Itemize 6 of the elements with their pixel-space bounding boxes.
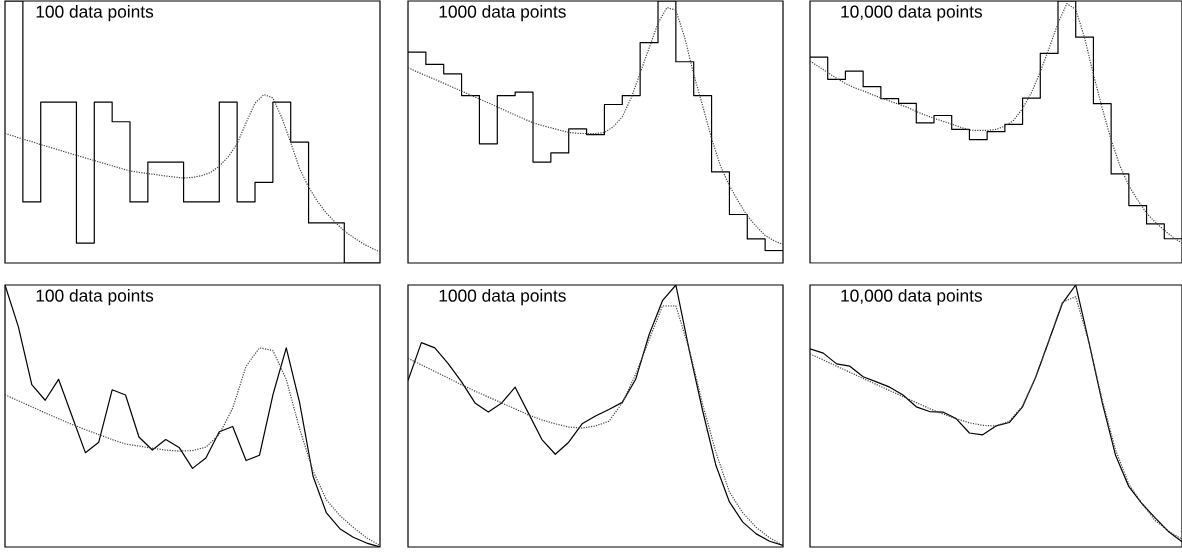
chart-title: 100 data points [36, 289, 154, 306]
chart-title: 1000 data points [439, 5, 566, 22]
chart-title: 100 data points [36, 5, 154, 22]
chart-title: 10,000 data points [841, 289, 983, 306]
chart-title: 1000 data points [439, 289, 566, 306]
chart-title: 10,000 data points [841, 5, 983, 22]
